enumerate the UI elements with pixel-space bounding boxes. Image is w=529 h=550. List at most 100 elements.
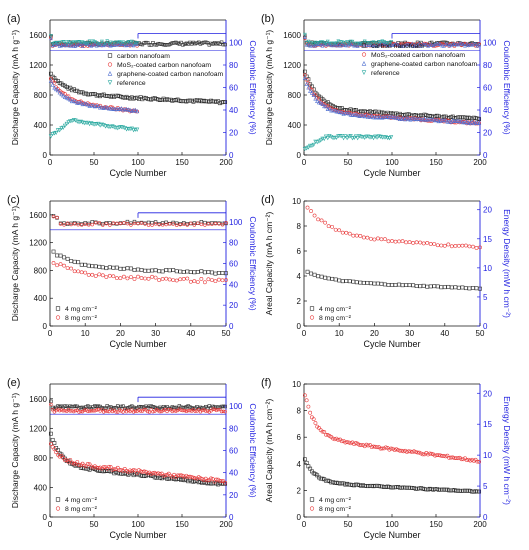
data-point: [339, 134, 344, 139]
data-point: [131, 410, 136, 414]
data-point: [100, 273, 105, 278]
data-point: [336, 438, 341, 442]
x-tick-label: 10: [81, 329, 90, 338]
data-point: [145, 409, 150, 414]
data-point: [57, 128, 62, 133]
data-point: [220, 271, 225, 275]
y-tick-label: 1200: [283, 61, 301, 70]
data-point: [85, 461, 90, 466]
data-point: [406, 449, 411, 454]
data-point: [375, 42, 379, 46]
y-axis-label: Discharge Capacity (mA h g⁻¹): [10, 206, 20, 322]
x-tick-label: 0: [302, 158, 307, 167]
data-point: [87, 221, 91, 226]
data-point: [477, 459, 482, 464]
series-2: [48, 36, 140, 114]
data-point: [330, 276, 335, 281]
y-tick-label: 800: [288, 91, 302, 100]
data-point: [114, 265, 119, 270]
data-point: [218, 42, 222, 46]
y-axis-label: Areal Capacity (mA h cm⁻²): [264, 398, 274, 502]
data-point: [351, 279, 356, 284]
data-point: [125, 221, 130, 226]
data-point: [175, 473, 180, 478]
data-point: [149, 43, 153, 47]
data-point: [305, 205, 310, 210]
data-point: [94, 404, 99, 409]
data-point: [86, 263, 91, 268]
data-point: [200, 41, 204, 45]
data-point: [56, 404, 60, 408]
data-point: [55, 215, 59, 220]
data-point: [161, 473, 166, 478]
data-point: [100, 39, 104, 44]
data-point: [51, 249, 56, 254]
data-point: [154, 406, 159, 410]
data-point: [186, 404, 190, 408]
series-0: [302, 457, 482, 494]
data-point: [185, 223, 189, 227]
data-point: [83, 270, 88, 275]
data-point: [64, 95, 69, 100]
data-point: [309, 315, 315, 320]
data-point: [115, 126, 120, 131]
data-point: [150, 268, 154, 273]
data-point: [309, 497, 315, 502]
data-point: [121, 40, 125, 45]
data-point: [122, 266, 126, 271]
data-point: [461, 42, 466, 47]
data-point: [123, 406, 127, 411]
data-point: [66, 120, 71, 125]
data-point: [69, 266, 74, 271]
data-point: [94, 408, 99, 412]
data-point: [62, 123, 68, 128]
y2-tick-label: 60: [483, 84, 492, 93]
y2-tick-label: 60: [229, 447, 238, 456]
data-point: [459, 457, 464, 462]
data-point: [347, 279, 352, 284]
data-point: [87, 122, 92, 127]
data-point: [143, 222, 147, 226]
data-point: [383, 41, 388, 46]
data-point: [107, 43, 111, 47]
data-point: [464, 458, 469, 463]
data-point: [153, 220, 158, 224]
data-point: [82, 408, 87, 412]
data-point: [329, 41, 334, 46]
data-point: [68, 97, 73, 102]
y-tick-label: 400: [34, 121, 48, 130]
chart-panel-c: (c)0 10 20 30 40 5004008001200160002040608010…: [7, 194, 258, 349]
data-point: [124, 41, 129, 46]
data-point: [333, 277, 338, 282]
data-point: [320, 43, 325, 48]
data-point: [122, 221, 126, 225]
data-point: [50, 408, 55, 412]
y2-tick-label: 60: [229, 260, 238, 269]
data-point: [459, 41, 464, 46]
chart-panel-a: (a)0 50 100 150 2000400800120016000204060801…: [7, 13, 258, 178]
data-point: [160, 269, 165, 274]
data-point: [59, 126, 64, 131]
data-point: [436, 453, 441, 458]
x-tick-label: 50: [222, 329, 231, 338]
plot-area: [305, 205, 482, 291]
data-point: [116, 410, 120, 414]
data-point: [358, 234, 363, 238]
data-point: [132, 268, 137, 272]
data-point: [359, 42, 364, 46]
data-point: [97, 220, 101, 225]
data-point: [55, 306, 61, 311]
x-tick-label: 150: [175, 158, 189, 167]
data-point: [320, 101, 325, 107]
data-point: [340, 230, 345, 235]
data-point: [432, 284, 437, 289]
data-point: [58, 253, 63, 258]
y2-tick-label: 100: [229, 218, 243, 227]
y2-tick-label: 0: [483, 322, 488, 331]
data-point: [442, 243, 447, 248]
data-point: [198, 42, 203, 46]
data-point: [218, 407, 222, 412]
data-point: [59, 91, 64, 97]
data-point: [119, 409, 123, 413]
data-point: [460, 243, 465, 248]
